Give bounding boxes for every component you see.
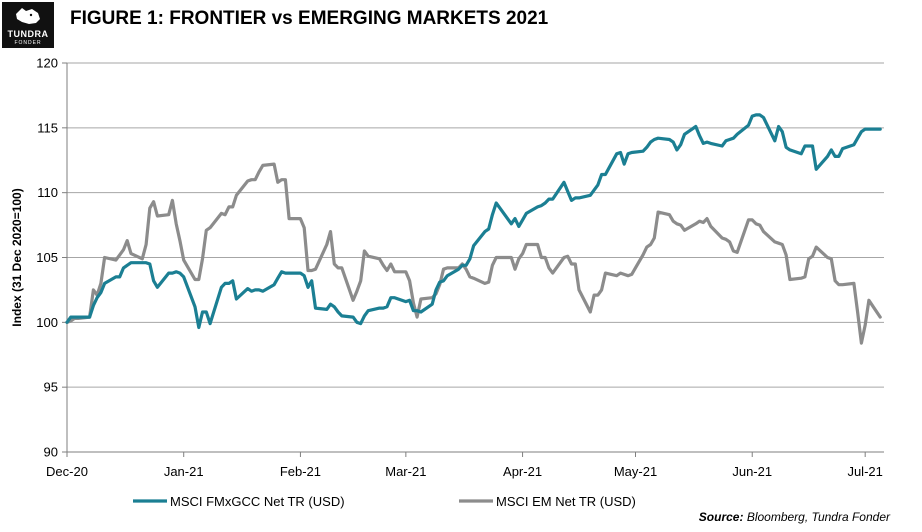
series-line-msci-fmxgcc (65, 113, 882, 330)
x-tick-label-Jun-21: Jun-21 (732, 464, 772, 479)
source-text: Bloomberg, Tundra Fonder (746, 510, 890, 524)
y-tick-label-110: 110 (37, 185, 58, 200)
y-axis-label: Index (31 Dec 2020=100) (10, 188, 24, 326)
tundra-logo: TUNDRA FONDER (2, 2, 54, 48)
chart-title: FIGURE 1: FRONTIER vs EMERGING MARKETS 2… (70, 8, 549, 29)
bear-head-icon (16, 8, 40, 24)
x-tick-label-Mar-21: Mar-21 (385, 464, 426, 479)
x-tick-label-Apr-21: Apr-21 (503, 464, 542, 479)
series-line-msci-em (65, 162, 882, 345)
x-tick-label-May-21: May-21 (614, 464, 657, 479)
y-tick-label-95: 95 (44, 380, 58, 395)
legend-item-msci-em-label: MSCI EM Net TR (USD) (496, 494, 636, 509)
source-label: Source: (698, 510, 744, 524)
x-tick-label-Jul-21: Jul-21 (847, 464, 882, 479)
source-note: Source: Bloomberg, Tundra Fonder (699, 510, 890, 524)
x-tick-label-Feb-21: Feb-21 (280, 464, 321, 479)
logo-subtitle: FONDER (14, 40, 42, 46)
x-tick-label-Dec-20: Dec-20 (46, 464, 88, 479)
y-tick-label-120: 120 (36, 56, 58, 71)
legend-item-msci-fmxgcc-label: MSCI FMxGCC Net TR (USD) (170, 494, 345, 509)
y-tick-label-115: 115 (37, 120, 58, 135)
y-tick-label-105: 105 (36, 250, 58, 265)
y-tick-label-90: 90 (44, 445, 58, 460)
y-tick-label-100: 100 (36, 315, 58, 330)
x-tick-label-Jan-21: Jan-21 (164, 464, 204, 479)
logo-wordmark: TUNDRA (7, 29, 49, 39)
